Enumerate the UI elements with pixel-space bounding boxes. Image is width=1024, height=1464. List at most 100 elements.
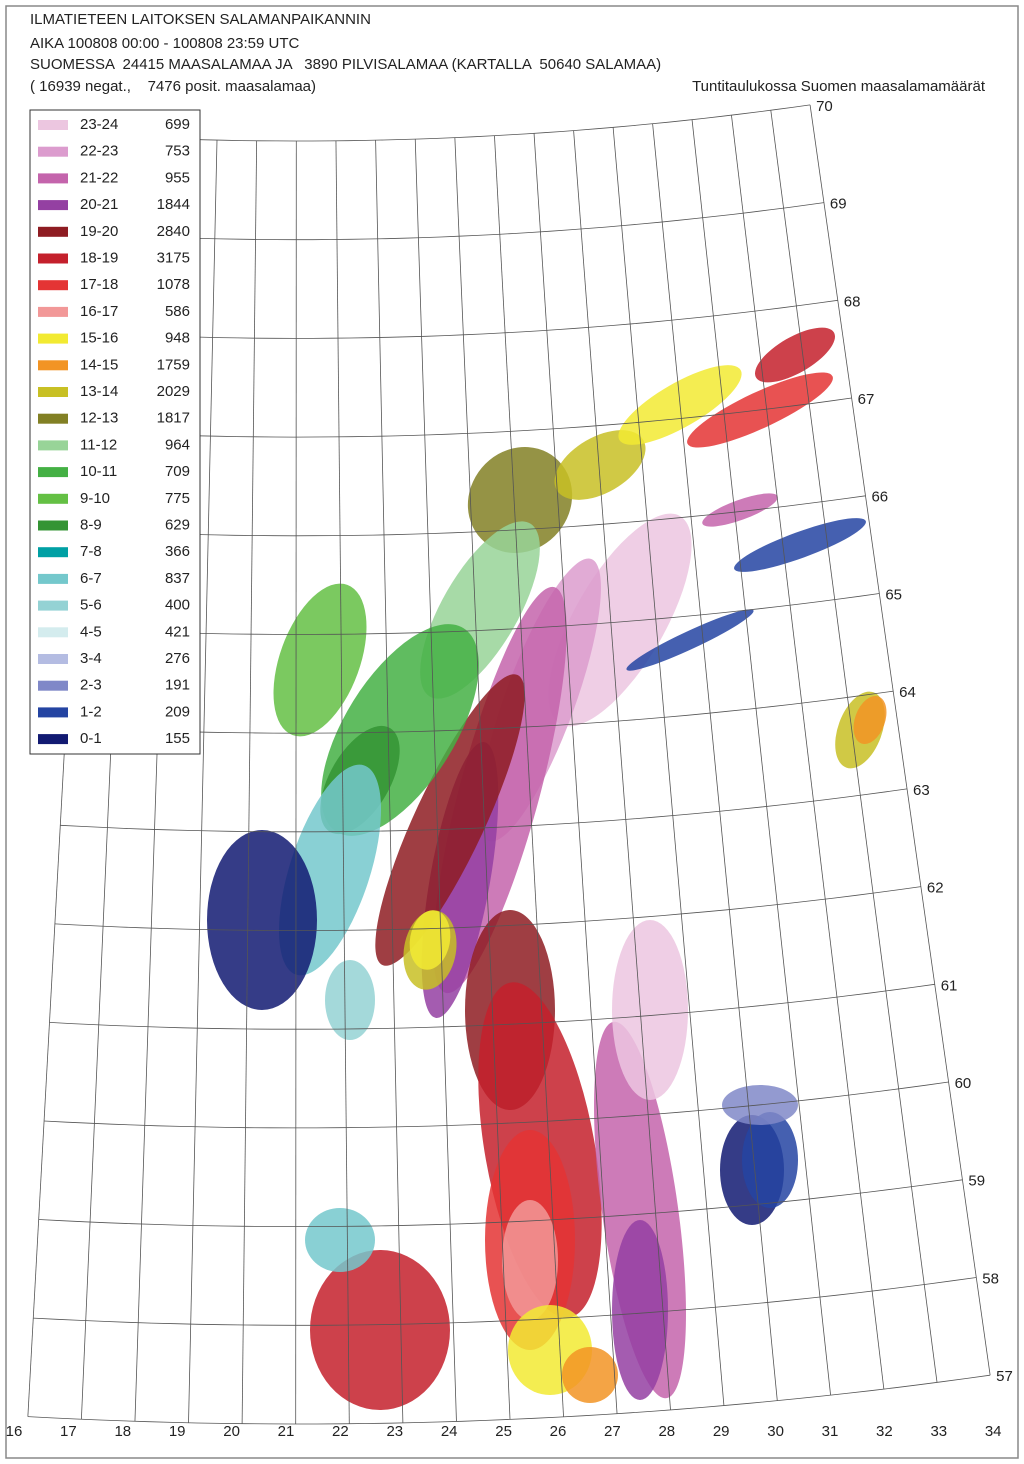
longitude-label: 17 bbox=[60, 1423, 77, 1440]
legend-swatch bbox=[38, 520, 68, 531]
legend-swatch bbox=[38, 680, 68, 691]
legend-hours: 5-6 bbox=[80, 597, 102, 614]
legend-count: 753 bbox=[165, 143, 190, 160]
legend-count: 400 bbox=[165, 597, 190, 614]
lightning-swath bbox=[325, 960, 375, 1040]
legend-hours: 15-16 bbox=[80, 330, 118, 347]
map-grid bbox=[27, 104, 991, 1425]
lightning-swath bbox=[375, 674, 525, 966]
legend-swatch bbox=[38, 493, 68, 504]
meridian bbox=[612, 127, 725, 1406]
legend-count: 1817 bbox=[157, 410, 190, 427]
legend-count: 955 bbox=[165, 169, 190, 186]
lightning-swath bbox=[310, 1250, 450, 1410]
legend-hours: 20-21 bbox=[80, 196, 118, 213]
legend-count: 775 bbox=[165, 490, 190, 507]
latitude-label: 60 bbox=[955, 1075, 972, 1092]
header-line: AIKA 100808 00:00 - 100808 23:59 UTC bbox=[30, 35, 300, 52]
lightning-swath bbox=[305, 1208, 375, 1272]
legend-count: 948 bbox=[165, 330, 190, 347]
latitude-label: 64 bbox=[899, 684, 916, 701]
legend-count: 964 bbox=[165, 436, 190, 453]
latitude-label: 70 bbox=[816, 98, 833, 115]
latitude-label: 68 bbox=[844, 293, 861, 310]
lightning-swaths bbox=[207, 327, 887, 1410]
legend-swatch bbox=[38, 200, 68, 211]
longitude-label: 20 bbox=[223, 1423, 240, 1440]
legend-count: 1844 bbox=[157, 196, 190, 213]
lightning-swath bbox=[853, 695, 887, 745]
latitude-label: 61 bbox=[941, 977, 958, 994]
legend-swatch bbox=[38, 440, 68, 451]
legend-swatch bbox=[38, 627, 68, 638]
longitude-label: 32 bbox=[876, 1423, 893, 1440]
lightning-swath bbox=[612, 1220, 668, 1400]
longitude-label: 23 bbox=[386, 1423, 403, 1440]
header-line: ( 16939 negat., 7476 posit. maasalamaa) bbox=[30, 78, 316, 95]
legend-swatch bbox=[38, 226, 68, 237]
legend-count: 629 bbox=[165, 516, 190, 533]
meridian bbox=[335, 140, 350, 1424]
legend-hours: 0-1 bbox=[80, 730, 102, 747]
longitude-label: 24 bbox=[441, 1423, 458, 1440]
lightning-swath bbox=[612, 920, 688, 1100]
legend-hours: 12-13 bbox=[80, 410, 118, 427]
legend-count: 191 bbox=[165, 677, 190, 694]
lightning-swath bbox=[626, 609, 754, 671]
legend-count: 837 bbox=[165, 570, 190, 587]
legend-count: 209 bbox=[165, 703, 190, 720]
legend-hours: 3-4 bbox=[80, 650, 102, 667]
meridian bbox=[414, 139, 457, 1422]
latitude-label: 66 bbox=[871, 489, 888, 506]
legend-hours: 16-17 bbox=[80, 303, 118, 320]
meridian bbox=[652, 123, 778, 1401]
longitude-label: 30 bbox=[767, 1423, 784, 1440]
legend-swatch bbox=[38, 360, 68, 371]
meridian bbox=[241, 140, 258, 1424]
longitude-label: 16 bbox=[6, 1423, 23, 1440]
legend-count: 3175 bbox=[157, 249, 190, 266]
legend-swatch bbox=[38, 734, 68, 745]
legend-box bbox=[29, 109, 201, 755]
meridian bbox=[691, 119, 831, 1396]
legend-swatch bbox=[38, 120, 68, 130]
legend-swatch bbox=[38, 280, 68, 291]
longitude-label: 29 bbox=[713, 1423, 730, 1440]
longitude-label: 18 bbox=[114, 1423, 131, 1440]
legend-hours: 17-18 bbox=[80, 276, 118, 293]
legend-hours: 9-10 bbox=[80, 490, 110, 507]
legend-swatch bbox=[38, 333, 68, 344]
legend-swatch bbox=[38, 146, 68, 157]
meridian bbox=[533, 133, 618, 1414]
legend-hours: 2-3 bbox=[80, 677, 102, 694]
latitude-label: 57 bbox=[996, 1368, 1013, 1385]
header-note: Tuntitaulukossa Suomen maasalamamäärät bbox=[692, 78, 986, 95]
lightning-swath bbox=[734, 518, 866, 572]
lightning-swath bbox=[207, 830, 317, 1010]
legend-swatch bbox=[38, 467, 68, 478]
legend-count: 276 bbox=[165, 650, 190, 667]
lightning-swath bbox=[273, 583, 367, 737]
legend-swatch bbox=[38, 387, 68, 397]
latitude-label: 62 bbox=[927, 880, 944, 897]
lightning-swath bbox=[702, 493, 778, 527]
legend-swatch bbox=[38, 547, 68, 558]
meridian bbox=[494, 135, 564, 1417]
lightning-swath bbox=[554, 430, 646, 500]
legend-hours: 22-23 bbox=[80, 143, 118, 160]
legend-hours: 14-15 bbox=[80, 356, 118, 373]
meridian bbox=[770, 110, 938, 1383]
longitude-label: 22 bbox=[332, 1423, 349, 1440]
lightning-swath bbox=[755, 327, 835, 383]
lightning-swath bbox=[502, 1200, 558, 1320]
legend-swatch bbox=[38, 253, 68, 264]
legend-count: 155 bbox=[165, 730, 190, 747]
legend-hours: 6-7 bbox=[80, 570, 102, 587]
longitude-label: 27 bbox=[604, 1423, 621, 1440]
latitude-label: 69 bbox=[830, 196, 847, 213]
meridian bbox=[573, 130, 671, 1410]
legend-hours: 13-14 bbox=[80, 383, 118, 400]
legend-count: 421 bbox=[165, 623, 190, 640]
legend-count: 2840 bbox=[157, 223, 190, 240]
